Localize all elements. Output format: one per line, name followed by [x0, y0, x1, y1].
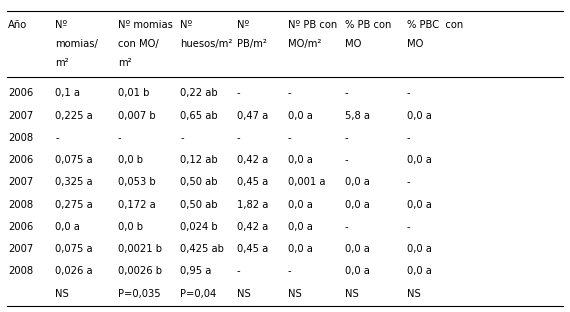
Text: Nº momias: Nº momias	[117, 20, 173, 30]
Text: 0,0 a: 0,0 a	[288, 244, 313, 254]
Text: m²: m²	[117, 58, 131, 68]
Text: 0,0 a: 0,0 a	[344, 266, 369, 276]
Text: -: -	[344, 155, 348, 165]
Text: 0,0 a: 0,0 a	[407, 266, 432, 276]
Text: 0,22 ab: 0,22 ab	[180, 88, 218, 98]
Text: 0,172 a: 0,172 a	[117, 200, 156, 210]
Text: P=0,04: P=0,04	[180, 289, 216, 299]
Text: 0,0 b: 0,0 b	[117, 155, 142, 165]
Text: 0,0 a: 0,0 a	[407, 155, 432, 165]
Text: 2007: 2007	[8, 177, 34, 187]
Text: 0,0 a: 0,0 a	[288, 222, 313, 232]
Text: -: -	[288, 88, 291, 98]
Text: -: -	[237, 266, 241, 276]
Text: 0,42 a: 0,42 a	[237, 222, 268, 232]
Text: 2006: 2006	[8, 222, 34, 232]
Text: 0,225 a: 0,225 a	[55, 110, 93, 120]
Text: NS: NS	[288, 289, 302, 299]
Text: 0,42 a: 0,42 a	[237, 155, 268, 165]
Text: 0,47 a: 0,47 a	[237, 110, 268, 120]
Text: 0,0 a: 0,0 a	[344, 244, 369, 254]
Text: MO: MO	[344, 39, 361, 49]
Text: 0,12 ab: 0,12 ab	[180, 155, 218, 165]
Text: 2006: 2006	[8, 155, 34, 165]
Text: -: -	[180, 133, 184, 143]
Text: -: -	[407, 222, 410, 232]
Text: -: -	[237, 88, 241, 98]
Text: 0,0 a: 0,0 a	[407, 244, 432, 254]
Text: -: -	[407, 88, 410, 98]
Text: huesos/m²: huesos/m²	[180, 39, 233, 49]
Text: 0,95 a: 0,95 a	[180, 266, 211, 276]
Text: -: -	[288, 266, 291, 276]
Text: 0,0 a: 0,0 a	[344, 200, 369, 210]
Text: NS: NS	[407, 289, 421, 299]
Text: 0,425 ab: 0,425 ab	[180, 244, 224, 254]
Text: Nº: Nº	[55, 20, 67, 30]
Text: 0,1 a: 0,1 a	[55, 88, 80, 98]
Text: Nº: Nº	[237, 20, 249, 30]
Text: momias/: momias/	[55, 39, 98, 49]
Text: 0,0026 b: 0,0026 b	[117, 266, 162, 276]
Text: 0,007 b: 0,007 b	[117, 110, 155, 120]
Text: 0,0 a: 0,0 a	[344, 177, 369, 187]
Text: Nº: Nº	[180, 20, 192, 30]
Text: -: -	[237, 133, 241, 143]
Text: 2007: 2007	[8, 110, 34, 120]
Text: -: -	[288, 133, 291, 143]
Text: NS: NS	[237, 289, 251, 299]
Text: 0,0 a: 0,0 a	[288, 110, 313, 120]
Text: PB/m²: PB/m²	[237, 39, 267, 49]
Text: -: -	[407, 133, 410, 143]
Text: 0,001 a: 0,001 a	[288, 177, 325, 187]
Text: 1,82 a: 1,82 a	[237, 200, 268, 210]
Text: MO/m²: MO/m²	[288, 39, 321, 49]
Text: 0,075 a: 0,075 a	[55, 244, 93, 254]
Text: 2006: 2006	[8, 88, 34, 98]
Text: 2008: 2008	[8, 200, 33, 210]
Text: 0,275 a: 0,275 a	[55, 200, 93, 210]
Text: MO: MO	[407, 39, 424, 49]
Text: P=0,035: P=0,035	[117, 289, 160, 299]
Text: 0,026 a: 0,026 a	[55, 266, 93, 276]
Text: NS: NS	[55, 289, 69, 299]
Text: 5,8 a: 5,8 a	[344, 110, 369, 120]
Text: 0,0021 b: 0,0021 b	[117, 244, 162, 254]
Text: -: -	[55, 133, 59, 143]
Text: NS: NS	[344, 289, 359, 299]
Text: -: -	[407, 177, 410, 187]
Text: 0,0 b: 0,0 b	[117, 222, 142, 232]
Text: 0,65 ab: 0,65 ab	[180, 110, 218, 120]
Text: % PB con: % PB con	[344, 20, 391, 30]
Text: 0,053 b: 0,053 b	[117, 177, 155, 187]
Text: -: -	[117, 133, 121, 143]
Text: 0,075 a: 0,075 a	[55, 155, 93, 165]
Text: 0,50 ab: 0,50 ab	[180, 200, 218, 210]
Text: m²: m²	[55, 58, 69, 68]
Text: con MO/: con MO/	[117, 39, 158, 49]
Text: 0,0 a: 0,0 a	[407, 110, 432, 120]
Text: 0,0 a: 0,0 a	[288, 200, 313, 210]
Text: 0,50 ab: 0,50 ab	[180, 177, 218, 187]
Text: 0,0 a: 0,0 a	[55, 222, 80, 232]
Text: 0,325 a: 0,325 a	[55, 177, 93, 187]
Text: 0,45 a: 0,45 a	[237, 177, 268, 187]
Text: % PBC  con: % PBC con	[407, 20, 463, 30]
Text: 2007: 2007	[8, 244, 34, 254]
Text: 2008: 2008	[8, 266, 33, 276]
Text: 0,45 a: 0,45 a	[237, 244, 268, 254]
Text: 0,01 b: 0,01 b	[117, 88, 149, 98]
Text: 0,0 a: 0,0 a	[407, 200, 432, 210]
Text: Año: Año	[8, 20, 27, 30]
Text: 2008: 2008	[8, 133, 33, 143]
Text: -: -	[344, 88, 348, 98]
Text: -: -	[344, 222, 348, 232]
Text: 0,024 b: 0,024 b	[180, 222, 218, 232]
Text: 0,0 a: 0,0 a	[288, 155, 313, 165]
Text: Nº PB con: Nº PB con	[288, 20, 337, 30]
Text: -: -	[344, 133, 348, 143]
